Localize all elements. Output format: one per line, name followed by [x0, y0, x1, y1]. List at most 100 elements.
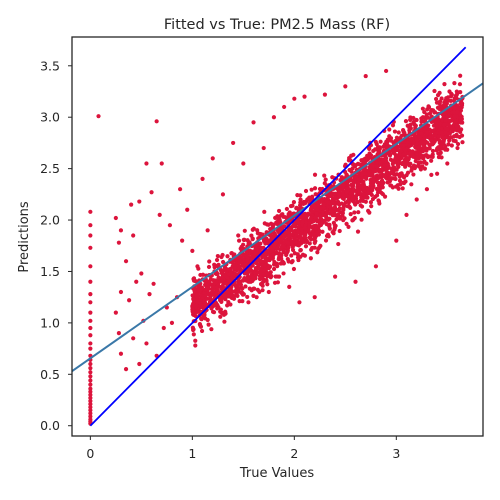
chart-title: Fitted vs True: PM2.5 Mass (RF) [164, 17, 390, 33]
data-point [345, 194, 350, 199]
data-point [268, 275, 273, 280]
data-point [232, 289, 238, 294]
data-point [88, 398, 93, 404]
data-point [408, 137, 413, 142]
data-point [333, 274, 338, 279]
data-point [402, 147, 408, 153]
data-point [415, 152, 420, 157]
data-point [234, 263, 239, 269]
data-point [431, 108, 436, 113]
data-point [424, 187, 430, 192]
data-point [275, 280, 281, 285]
data-point [238, 279, 243, 284]
data-point [378, 139, 383, 144]
data-point [310, 208, 315, 214]
data-point [378, 160, 383, 165]
data-point [196, 266, 201, 271]
data-point [455, 145, 460, 151]
data-point [387, 134, 392, 139]
data-point [422, 135, 427, 140]
data-point [129, 202, 134, 207]
data-point [258, 271, 263, 276]
data-point [123, 367, 129, 372]
data-point [371, 148, 376, 154]
data-point [241, 237, 246, 242]
data-point [279, 238, 284, 243]
data-point [358, 203, 363, 208]
data-point [231, 272, 236, 277]
data-point [236, 289, 242, 294]
data-point [395, 163, 401, 168]
data-point [379, 182, 384, 187]
data-point [432, 88, 437, 94]
data-point [298, 193, 303, 198]
data-point [273, 232, 278, 238]
data-point [449, 135, 454, 140]
data-point [296, 257, 301, 263]
data-point [435, 105, 441, 110]
data-point [123, 259, 129, 264]
data-point [286, 259, 291, 264]
data-point [396, 130, 401, 135]
data-point [88, 310, 93, 315]
data-point [250, 263, 255, 268]
data-point [219, 299, 224, 305]
data-point [88, 395, 93, 401]
data-point [384, 68, 389, 74]
data-point [88, 408, 93, 413]
data-point [366, 172, 371, 177]
data-point [419, 119, 424, 124]
data-point [246, 279, 251, 284]
data-point [231, 140, 236, 146]
data-point [383, 175, 388, 180]
data-point [415, 155, 420, 160]
data-point [396, 160, 401, 165]
data-point [414, 138, 420, 143]
data-point [88, 374, 93, 379]
data-point [286, 234, 292, 239]
data-point [286, 245, 291, 250]
data-point [413, 145, 418, 150]
data-point [206, 322, 211, 327]
data-point [439, 96, 444, 101]
data-point [88, 341, 93, 346]
data-point [366, 187, 371, 192]
data-point [262, 263, 268, 268]
data-point [302, 233, 307, 239]
data-point [214, 285, 220, 290]
data-point [320, 229, 325, 234]
data-point [374, 164, 379, 169]
data-point [311, 232, 316, 237]
data-point [113, 215, 118, 221]
data-point [375, 176, 381, 181]
data-point [218, 314, 223, 319]
data-point [451, 109, 457, 115]
data-point [303, 230, 308, 235]
data-point [203, 287, 208, 292]
data-point [400, 186, 405, 191]
data-point [298, 197, 303, 202]
data-point [243, 284, 248, 289]
data-point [398, 182, 403, 187]
data-point [303, 188, 309, 194]
data-point [249, 268, 254, 273]
data-point [307, 195, 312, 200]
data-point [278, 252, 283, 258]
data-point [235, 283, 240, 288]
data-point [202, 301, 207, 306]
data-point [361, 157, 366, 162]
data-point [131, 336, 136, 341]
data-point [149, 190, 154, 195]
data-point [88, 245, 93, 250]
data-point [88, 402, 93, 407]
data-point [455, 109, 460, 114]
data-point [306, 227, 311, 233]
data-point [284, 206, 289, 212]
data-point [328, 193, 334, 199]
data-point [298, 231, 304, 237]
data-point [446, 142, 451, 147]
data-point [144, 161, 149, 166]
data-point [88, 392, 93, 397]
data-point [385, 142, 390, 147]
data-point [377, 168, 382, 173]
